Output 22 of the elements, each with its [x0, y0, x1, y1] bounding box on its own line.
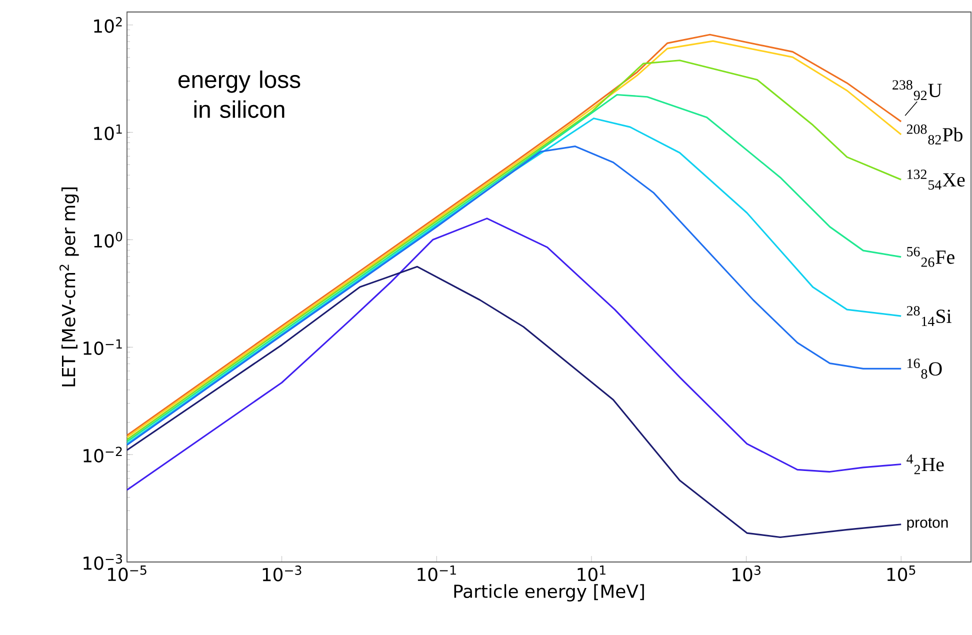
series-label: 56$_{26}$Fe: [907, 246, 954, 267]
y-tick-label: 10$^{2}$: [94, 17, 122, 33]
x-tick-label: 10$^{3}$: [732, 566, 760, 582]
y-axis-title: LET [MeV-cm$^{2}$ per mg]: [60, 188, 79, 386]
series-label: 208$_{82}$Pb: [906, 124, 962, 145]
series-label: 238$_{92}$U: [892, 80, 942, 100]
y-tick-label: 10$^{−1}$: [84, 339, 122, 356]
series-label: 28$_{14}$Si: [906, 306, 952, 326]
annotation: energy loss in silicon: [178, 70, 300, 118]
series-label: 16$_{8}$O: [908, 358, 942, 379]
y-tick-label: 10$^{−2}$: [84, 446, 122, 462]
y-tick-label: 10$^{1}$: [94, 124, 122, 140]
x-tick-label: 10$^{1}$: [578, 566, 606, 582]
x-tick-label: 10$^{−5}$: [108, 566, 146, 582]
series-label: 4$_{2}$He: [906, 454, 944, 474]
x-axis-title: Particle energy [MeV]: [454, 584, 644, 602]
x-tick-label: 10$^{−1}$: [418, 566, 456, 582]
series-label: 132$_{54}$Xe: [908, 170, 965, 190]
x-tick-label: 10$^{5}$: [887, 566, 916, 582]
y-tick-label: 10$^{0}$: [94, 232, 122, 248]
x-tick-label: 10$^{−3}$: [262, 566, 302, 582]
series-label: proton: [907, 518, 948, 531]
